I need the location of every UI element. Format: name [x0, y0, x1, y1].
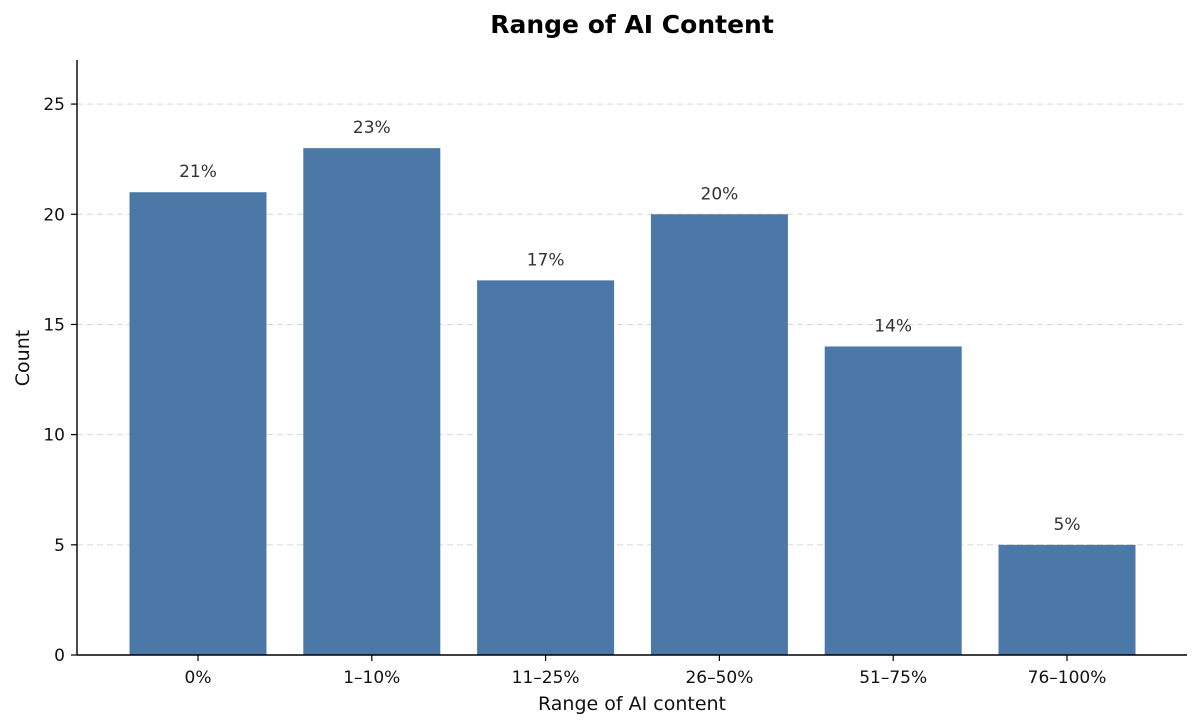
bar — [477, 280, 615, 655]
y-tick-label: 5 — [54, 536, 65, 556]
x-tick-label: 11–25% — [512, 668, 580, 688]
bar-data-label: 20% — [701, 184, 739, 204]
x-tick-label: 1–10% — [343, 668, 400, 688]
y-ticks-layer: 0 5 10 15 20 25 — [43, 95, 77, 666]
chart-title: Range of AI Content — [490, 10, 774, 39]
x-tick-label: 26–50% — [685, 668, 753, 688]
bar — [129, 192, 267, 655]
x-tick-label: 76–100% — [1028, 668, 1107, 688]
y-tick-label: 20 — [43, 205, 65, 225]
bar — [650, 214, 788, 655]
y-tick-label: 15 — [43, 315, 65, 335]
bar-data-label: 14% — [874, 316, 912, 336]
x-axis-label: Range of AI content — [538, 693, 726, 715]
bar-data-label: 21% — [179, 162, 217, 182]
y-tick-label: 10 — [43, 426, 65, 446]
bar — [998, 544, 1136, 655]
axes-layer — [76, 60, 1187, 656]
bar-data-label: 23% — [353, 118, 391, 138]
bar-data-label: 17% — [527, 250, 565, 270]
y-tick-label: 25 — [43, 95, 65, 115]
bar-data-label: 5% — [1054, 515, 1081, 535]
data-labels-layer: 21% 23% 17% 20% 14% 5% — [179, 118, 1080, 535]
y-axis-label: Count — [12, 330, 34, 386]
x-ticks-layer: 0% 1–10% 11–25% 26–50% 51–75% 76–100% — [185, 655, 1107, 688]
bars-layer — [129, 148, 1136, 656]
x-tick-label: 51–75% — [859, 668, 927, 688]
bar — [303, 148, 441, 656]
y-tick-label: 0 — [54, 646, 65, 666]
bar — [824, 346, 962, 655]
x-tick-label: 0% — [185, 668, 212, 688]
